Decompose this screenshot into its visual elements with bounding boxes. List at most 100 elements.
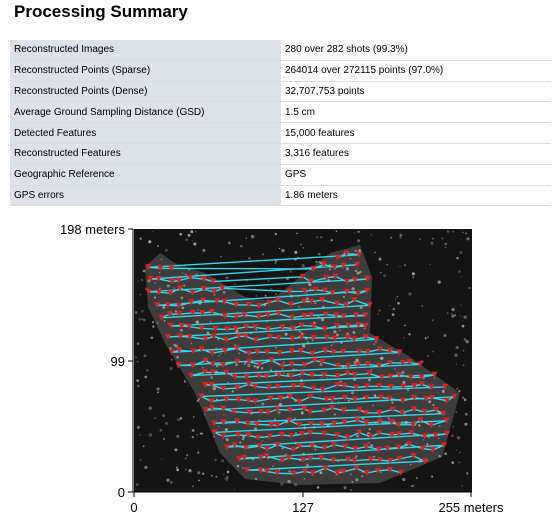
- map-texture-dot: [199, 432, 203, 435]
- map-texture-dot: [164, 248, 168, 252]
- map-texture-dot: [160, 258, 163, 261]
- camera-marker: [186, 323, 193, 330]
- camera-marker: [255, 434, 262, 441]
- map-texture-dot: [221, 459, 225, 463]
- map-texture-dot: [300, 243, 302, 246]
- camera-marker: [418, 374, 425, 381]
- camera-marker: [307, 430, 314, 437]
- map-texture-dot: [462, 364, 465, 367]
- map-texture-dot: [396, 295, 399, 298]
- map-texture-dot: [411, 272, 415, 276]
- map-texture-dot: [173, 343, 176, 347]
- map-texture-dot: [333, 330, 337, 334]
- camera-marker: [297, 348, 304, 354]
- map-texture-dot: [225, 276, 229, 280]
- camera-marker: [221, 298, 228, 305]
- map-texture-dot: [144, 375, 148, 379]
- camera-marker: [322, 465, 329, 472]
- camera-marker: [333, 300, 340, 307]
- map-texture-dot: [136, 360, 139, 363]
- row-label: GPS errors: [10, 185, 281, 207]
- table-row: GPS errors 1.86 meters: [10, 185, 551, 207]
- map-texture-dot: [261, 440, 264, 442]
- map-texture-dot: [195, 320, 199, 324]
- camera-marker: [406, 359, 413, 366]
- camera-marker: [275, 297, 281, 304]
- camera-marker: [223, 369, 230, 376]
- map-texture-dot: [418, 424, 421, 427]
- camera-marker: [331, 335, 338, 342]
- map-texture-dot: [305, 292, 308, 295]
- camera-marker: [256, 302, 262, 309]
- camera-marker: [290, 446, 297, 453]
- map-texture-dot: [296, 232, 298, 235]
- map-texture-dot: [409, 464, 412, 466]
- camera-marker: [340, 313, 347, 320]
- page-title: Processing Summary: [14, 2, 188, 21]
- map-texture-dot: [143, 318, 146, 322]
- camera-marker: [443, 397, 450, 404]
- camera-marker: [264, 446, 270, 453]
- camera-marker: [267, 395, 274, 402]
- map-texture-dot: [166, 284, 170, 288]
- map-texture-dot: [136, 425, 140, 429]
- map-texture-dot: [239, 441, 242, 444]
- map-texture-dot: [226, 470, 230, 474]
- map-texture-dot: [134, 356, 138, 359]
- map-texture-dot: [191, 485, 194, 488]
- camera-marker: [254, 421, 260, 428]
- camera-marker: [289, 314, 296, 321]
- map-texture-dot: [154, 282, 156, 284]
- map-texture-dot: [320, 236, 323, 239]
- map-texture-dot: [401, 370, 405, 374]
- map-texture-dot: [451, 313, 453, 315]
- camera-marker: [334, 322, 341, 329]
- map-texture-dot: [136, 342, 140, 345]
- camera-marker: [440, 410, 447, 417]
- camera-marker: [176, 285, 183, 292]
- map-texture-dot: [350, 473, 352, 475]
- camera-marker: [310, 334, 317, 341]
- map-texture-dot: [446, 230, 450, 233]
- map-texture-dot: [264, 294, 267, 297]
- camera-marker: [309, 372, 315, 379]
- camera-marker: [376, 430, 383, 437]
- map-texture-dot: [283, 372, 285, 374]
- camera-marker: [242, 445, 249, 451]
- table-row: Detected Features 15,000 features: [10, 122, 551, 144]
- map-texture-dot: [380, 271, 382, 274]
- camera-marker: [220, 419, 227, 426]
- camera-marker: [252, 337, 259, 344]
- camera-marker: [258, 409, 264, 416]
- camera-marker: [323, 274, 330, 281]
- camera-marker: [318, 359, 325, 365]
- map-texture-dot: [186, 454, 189, 457]
- camera-marker: [301, 312, 308, 319]
- camera-marker: [362, 312, 369, 319]
- camera-marker: [321, 372, 328, 379]
- camera-marker: [363, 395, 370, 401]
- map-texture-dot: [397, 302, 400, 305]
- map-texture-dot: [281, 248, 285, 253]
- map-texture-dot: [431, 319, 434, 322]
- camera-marker: [213, 298, 220, 305]
- map-texture-dot: [251, 235, 255, 239]
- camera-marker: [367, 433, 374, 440]
- camera-marker: [145, 288, 152, 295]
- map-texture-dot: [432, 404, 435, 406]
- camera-marker: [307, 409, 314, 415]
- map-texture-dot: [148, 433, 153, 437]
- map-texture-dot: [453, 314, 457, 317]
- map-texture-dot: [410, 485, 413, 487]
- camera-marker: [275, 310, 282, 317]
- camera-marker: [277, 395, 284, 402]
- map-texture-dot: [355, 455, 358, 458]
- map-texture-dot: [402, 477, 406, 482]
- map-texture-dot: [174, 310, 178, 313]
- map-texture-dot: [233, 489, 235, 491]
- map-texture-dot: [455, 411, 458, 414]
- map-texture-dot: [196, 434, 198, 436]
- camera-marker: [418, 381, 425, 388]
- camera-marker: [334, 470, 341, 477]
- camera-marker: [344, 288, 350, 295]
